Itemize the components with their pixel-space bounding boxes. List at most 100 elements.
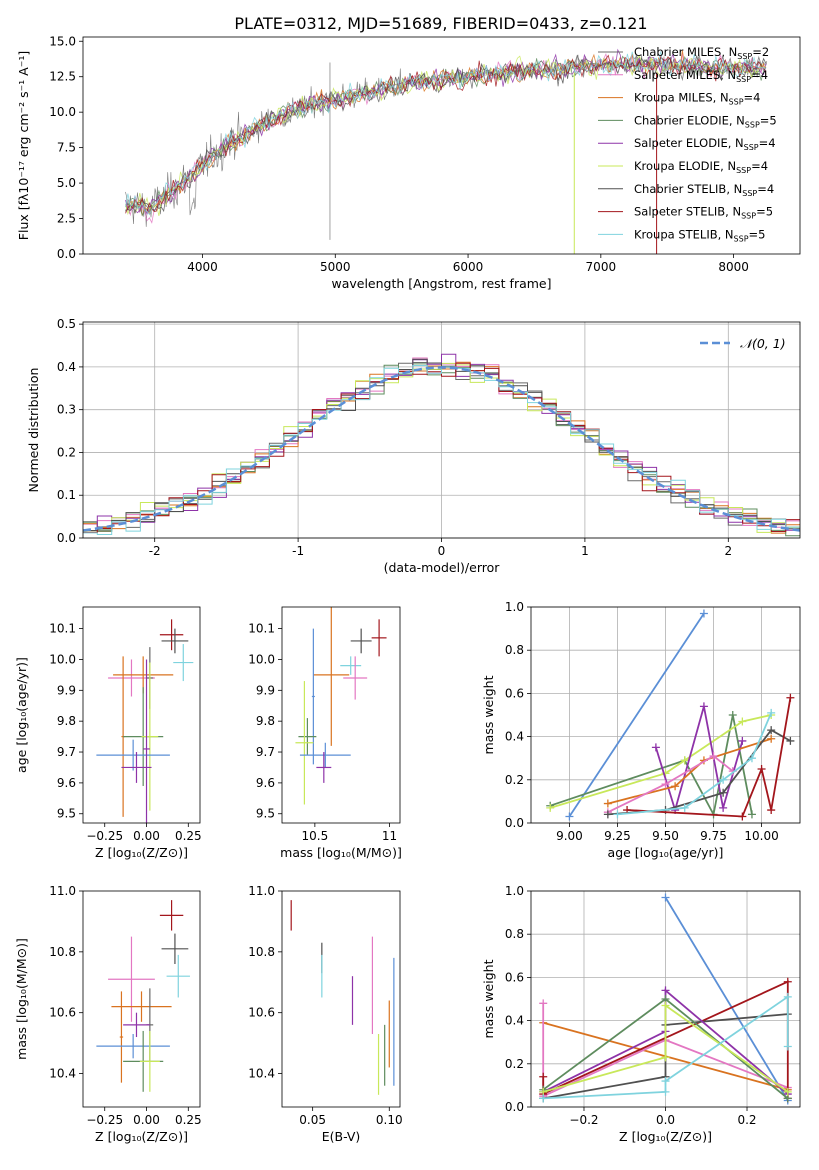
- x-tick-label: 9.00: [556, 829, 583, 843]
- x-tick-label: −0.2: [569, 1113, 598, 1127]
- y-tick-label: 0.5: [57, 317, 76, 331]
- x-axis-label: (data-model)/error: [384, 560, 501, 575]
- y-tick-label: 9.9: [57, 683, 76, 697]
- plot-area: [96, 900, 190, 1092]
- legend-text-part: =4: [757, 182, 774, 196]
- y-tick-label: 10.0: [248, 652, 275, 666]
- y-tick-label: 9.7: [57, 745, 76, 759]
- y-tick-label: 0.4: [57, 360, 76, 374]
- weight-marker: [719, 775, 728, 784]
- y-tick-label: 1.0: [505, 600, 524, 614]
- legend-text-part: Salpeter MILES, N: [634, 68, 736, 82]
- y-tick-label: 1.0: [505, 884, 524, 898]
- y-tick-label: 0.0: [505, 816, 524, 830]
- normal-curve: [83, 366, 800, 532]
- weight-line-gauss: [568, 613, 705, 817]
- y-tick-label: 9.5: [256, 807, 275, 821]
- weight-marker: [651, 743, 660, 752]
- weight-line-kroupa-elodie: [542, 1003, 789, 1093]
- x-tick-label: 9.50: [652, 829, 679, 843]
- legend-text-part: Salpeter STELIB, N: [634, 205, 741, 219]
- x-tick-label: 1: [581, 544, 589, 558]
- weight-marker: [603, 810, 612, 819]
- x-axis-label: E(B-V): [322, 1129, 361, 1144]
- legend-text-part: =5: [749, 227, 766, 241]
- weight-marker: [680, 803, 689, 812]
- y-tick-label: 5.0: [57, 176, 76, 190]
- y-tick-label: 10.8: [248, 945, 275, 959]
- y-tick-label: 10.0: [49, 105, 76, 119]
- legend-text-part: SSP: [729, 98, 744, 107]
- legend-text-part: SSP: [736, 166, 751, 175]
- axes-frame: [82, 890, 201, 1108]
- y-axis-label: age [log₁₀(age/yr)]: [14, 657, 29, 773]
- weight-marker: [603, 799, 612, 808]
- y-tick-label: 0.4: [505, 1014, 524, 1028]
- histogram-chabrier-stelib: [83, 358, 800, 532]
- y-tick-label: 9.7: [256, 745, 275, 759]
- weight-marker: [783, 977, 792, 986]
- weight-marker: [757, 765, 766, 773]
- y-tick-label: 11.0: [49, 884, 76, 898]
- y-tick-label: 0.0: [505, 1100, 524, 1114]
- y-tick-label: 10.4: [49, 1067, 76, 1081]
- legend-text-part: Kroupa MILES, N: [634, 91, 729, 105]
- y-tick-label: 7.5: [57, 141, 76, 155]
- y-axis-label: mass [log₁₀(M/M⊙)]: [14, 938, 29, 1060]
- y-tick-label: 12.5: [49, 70, 76, 84]
- figure-title: PLATE=0312, MJD=51689, FIBERID=0433, z=0…: [234, 14, 647, 33]
- weight-marker: [767, 806, 776, 815]
- weight-marker: [539, 1072, 548, 1081]
- weight-marker: [661, 780, 670, 789]
- legend-entry: Chabrier STELIB, NSSP=4: [634, 182, 774, 198]
- axes-frame: [281, 606, 401, 824]
- x-axis-label: Z [log₁₀(Z/Z⊙)]: [619, 1129, 712, 1144]
- y-tick-label: 10.0: [49, 652, 76, 666]
- legend-entry: Salpeter ELODIE, NSSP=4: [634, 136, 776, 152]
- x-tick-label: 4000: [187, 260, 218, 274]
- legend-text-part: Kroupa ELODIE, N: [634, 159, 736, 173]
- y-tick-label: 10.4: [248, 1067, 275, 1081]
- x-tick-label: 0.00: [133, 829, 160, 843]
- weight-marker: [661, 1001, 670, 1010]
- weight-marker: [661, 1077, 670, 1086]
- weight-marker: [738, 717, 747, 726]
- weight-line-salpeter-elodie: [655, 706, 744, 814]
- weight-line-gauss: [664, 897, 789, 1101]
- y-tick-label: 0.2: [57, 445, 76, 459]
- y-tick-label: 10.6: [248, 1006, 275, 1020]
- y-tick-label: 9.6: [57, 776, 76, 790]
- histogram-salpeter-elodie: [83, 353, 800, 533]
- y-tick-label: 0.2: [505, 773, 524, 787]
- panel-mass-vs-EBV: 0.05 0.10 10.4 10.6 10.8 11.0 E(B-V): [248, 884, 402, 1144]
- y-tick-label: 9.9: [256, 683, 275, 697]
- y-tick-label: 15.0: [49, 34, 76, 48]
- x-tick-label: -1: [292, 544, 304, 558]
- weight-marker: [565, 812, 574, 821]
- x-tick-label: 0.25: [175, 829, 202, 843]
- x-tick-label: 0.05: [299, 1113, 326, 1127]
- weight-marker: [661, 893, 670, 902]
- x-axis-label: wavelength [Angstrom, rest frame]: [331, 276, 551, 291]
- weight-marker: [767, 726, 776, 735]
- x-tick-label: -2: [149, 544, 161, 558]
- weight-marker: [747, 754, 756, 763]
- weight-marker: [738, 736, 747, 745]
- legend-text-part: =5: [760, 113, 777, 127]
- x-axis-label: age [log₁₀(age/yr)]: [608, 845, 724, 860]
- weight-marker: [719, 803, 728, 812]
- legend-text-part: SSP: [742, 189, 757, 198]
- weight-marker: [783, 1042, 792, 1051]
- y-tick-label: 10.8: [49, 945, 76, 959]
- legend-entry: Salpeter STELIB, NSSP=5: [634, 205, 773, 221]
- y-tick-label: 9.6: [256, 776, 275, 790]
- legend-text-part: Salpeter ELODIE, N: [634, 136, 744, 150]
- x-axis-label: Z [log₁₀(Z/Z⊙)]: [95, 845, 188, 860]
- legend-text-part: SSP: [744, 143, 759, 152]
- y-axis-label: Normed distribution: [26, 368, 41, 493]
- panel-spectrum: 4000 5000 6000 7000 8000 0.0 2.5 5.0 7.5 10.0 12.5…: [16, 34, 801, 291]
- legend-entry: Chabrier ELODIE, NSSP=5: [634, 113, 777, 129]
- legend-text-part: SSP: [745, 120, 760, 129]
- y-tick-label: 0.8: [505, 643, 524, 657]
